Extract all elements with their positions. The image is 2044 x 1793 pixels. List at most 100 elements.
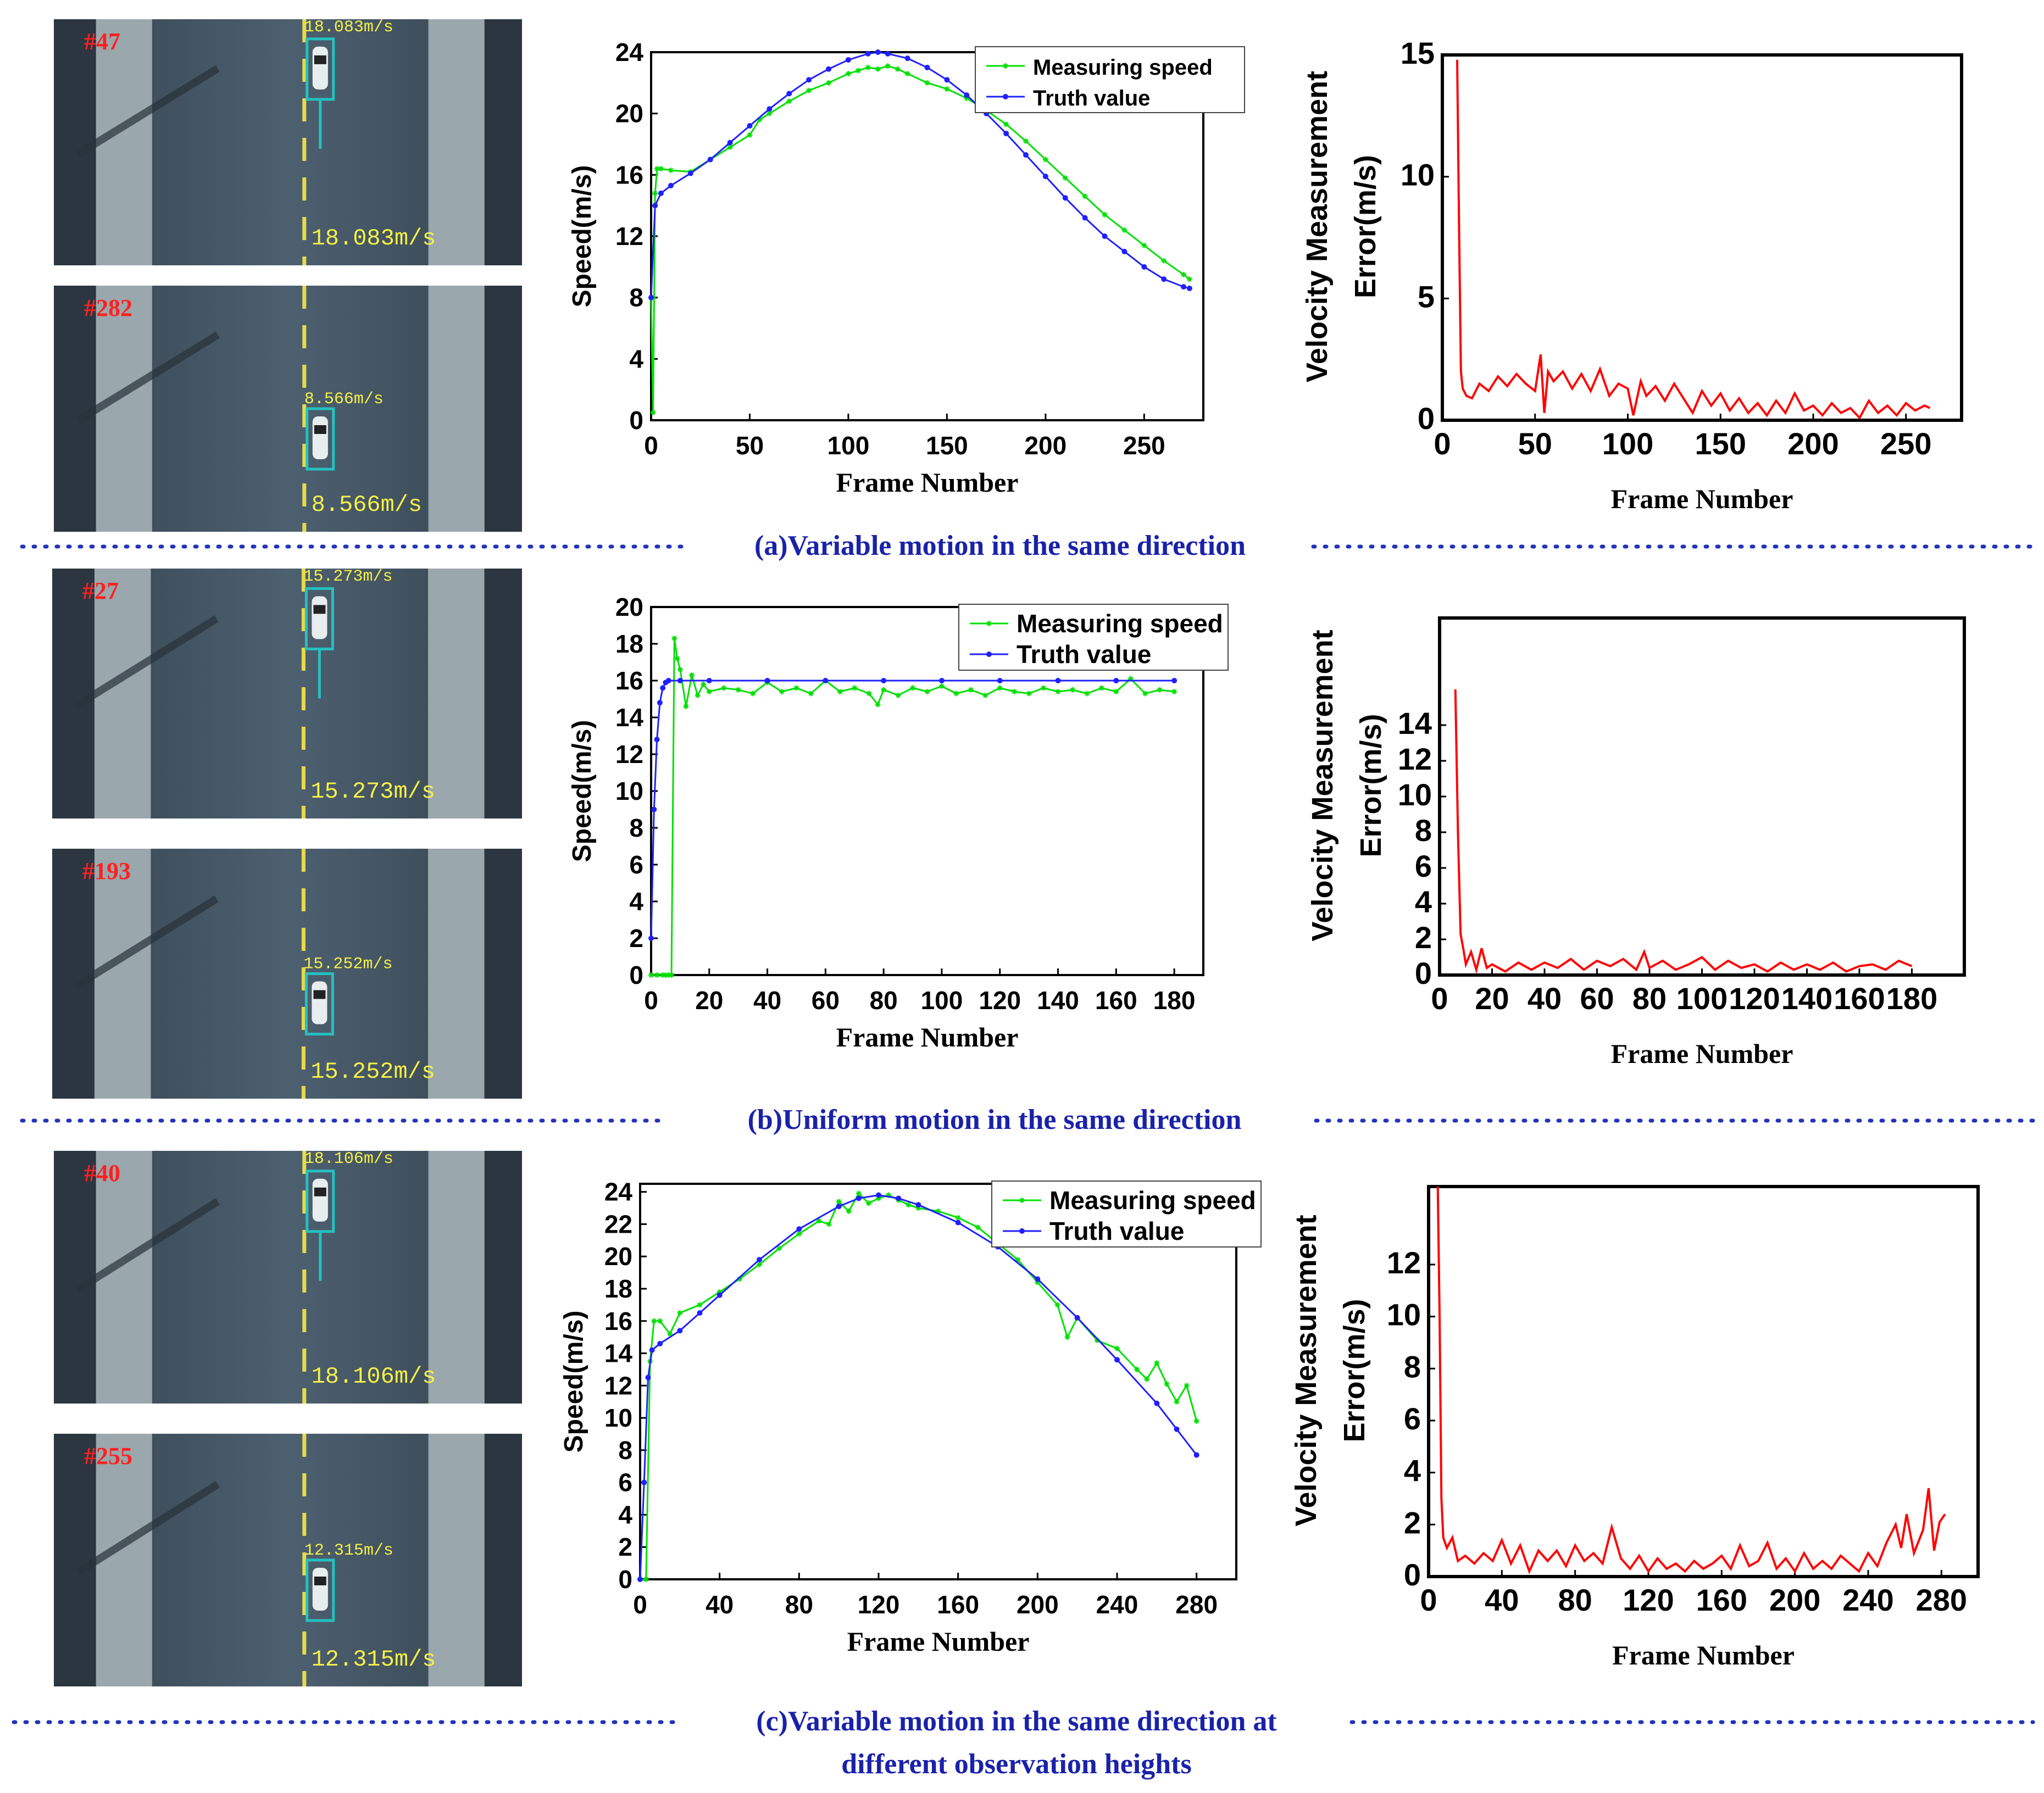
- y-axis-label-line-2: Error(m/s): [1338, 1299, 1371, 1442]
- x-tick-label: 50: [1518, 426, 1552, 461]
- aerial-photo: #193 15.252m/s 15.252m/s: [52, 849, 522, 1099]
- data-point: [671, 635, 677, 641]
- y-tick-label: 10: [1398, 777, 1432, 812]
- x-tick-label: 40: [706, 1590, 734, 1619]
- data-point: [707, 157, 713, 163]
- data-point: [1144, 1376, 1150, 1382]
- left-vegetation: [52, 569, 95, 818]
- speed-readout: 18.083m/s: [312, 225, 436, 252]
- y-axis-label: Speed(m/s): [568, 165, 597, 308]
- data-point: [904, 55, 910, 62]
- data-point: [674, 655, 680, 661]
- y-tick-label: 0: [618, 1565, 632, 1594]
- data-point: [654, 737, 660, 743]
- data-point: [852, 685, 858, 691]
- data-point: [757, 1261, 762, 1267]
- y-tick-label: 2: [1404, 1505, 1421, 1540]
- chart-b-error: 0 20 40 60 80 100 120 140 160 18002468101214Frame…: [1306, 616, 1966, 1069]
- aerial-photo: #282 8.566m/s 8.566m/s: [54, 286, 522, 532]
- data-point: [1193, 1418, 1199, 1424]
- speed-readout: 18.106m/s: [312, 1363, 436, 1390]
- data-point: [1054, 1302, 1060, 1308]
- x-tick-label: 20: [695, 986, 723, 1015]
- x-axis-label: Frame Number: [1611, 1038, 1793, 1069]
- x-tick-label: 60: [812, 986, 840, 1015]
- data-point: [648, 972, 654, 978]
- series-error: [1436, 1186, 1946, 1574]
- x-tick-label: 120: [1623, 1583, 1674, 1617]
- vehicle: [312, 1178, 328, 1222]
- data-point: [786, 98, 792, 104]
- y-axis-label: Speed(m/s): [568, 720, 597, 862]
- left-vegetation: [54, 19, 96, 265]
- data-point: [652, 203, 658, 209]
- data-point: [1121, 248, 1127, 254]
- data-point: [823, 678, 829, 683]
- y-tick-label: 4: [1415, 884, 1432, 919]
- data-point: [1019, 1198, 1025, 1203]
- data-point: [637, 1577, 643, 1582]
- plot-area: [1438, 616, 1966, 977]
- x-tick-label: 140: [1781, 981, 1832, 1016]
- x-tick-label: 160: [937, 1590, 979, 1619]
- row-caption: (c)Variable motion in the same direction…: [756, 1706, 1277, 1780]
- vehicle-windshield: [313, 990, 326, 999]
- data-point: [1082, 193, 1088, 199]
- data-point: [924, 64, 930, 70]
- data-point: [716, 1292, 723, 1298]
- plot-area: [1441, 53, 1963, 422]
- legend-label: Truth value: [1033, 86, 1150, 110]
- y-tick-label: 16: [604, 1307, 632, 1335]
- y-axis-label-line-2: Error(m/s): [1354, 714, 1387, 857]
- aerial-photo: #40 18.106m/s 18.106m/s: [54, 1150, 522, 1404]
- data-point: [665, 678, 671, 683]
- y-tick-label: 6: [1404, 1401, 1421, 1436]
- speed-readout: 15.273m/s: [310, 778, 435, 805]
- x-tick-label: 120: [1729, 981, 1780, 1016]
- left-vegetation: [52, 849, 95, 1099]
- data-point: [747, 123, 753, 129]
- data-point: [875, 66, 881, 72]
- legend-label: Measuring speed: [1049, 1186, 1256, 1215]
- y-tick-label: 10: [615, 777, 643, 805]
- legend-box: [975, 46, 1245, 113]
- y-axis-label: Velocity Measurement Error(m/s): [1301, 71, 1382, 382]
- data-point: [1023, 152, 1029, 158]
- vehicle-bounding-box: [306, 407, 335, 471]
- x-axis-label: Frame Number: [847, 1626, 1030, 1657]
- y-tick-label: 5: [1418, 279, 1435, 314]
- data-point: [658, 190, 664, 196]
- vehicle: [312, 416, 328, 459]
- y-tick-label: 0: [629, 961, 643, 989]
- data-point: [677, 678, 683, 683]
- data-point: [895, 692, 901, 698]
- data-point: [924, 80, 930, 86]
- data-point: [1055, 689, 1061, 695]
- x-tick-label: 80: [785, 1590, 813, 1619]
- data-point: [975, 1224, 981, 1230]
- data-point: [1154, 1400, 1160, 1406]
- y-axis-label-line-1: Velocity Measurement: [1306, 630, 1339, 941]
- data-point: [924, 689, 930, 695]
- aerial-photo: #47 18.083m/s 18.083m/s: [54, 18, 522, 265]
- vehicle-speed-tag: 18.083m/s: [304, 18, 393, 37]
- y-tick-label: 20: [615, 593, 643, 621]
- series-truth-value: [637, 1192, 1199, 1582]
- vehicle-bounding-box: [304, 972, 334, 1035]
- data-point: [881, 678, 887, 683]
- right-sidewalk: [428, 19, 485, 265]
- data-point: [1157, 687, 1163, 693]
- y-tick-label: 6: [618, 1468, 632, 1497]
- x-tick-label: 60: [1580, 981, 1614, 1016]
- data-point: [1161, 276, 1167, 282]
- series-line: [1454, 689, 1913, 974]
- data-point: [906, 1202, 912, 1208]
- data-point: [806, 87, 812, 93]
- x-tick-label: 40: [753, 986, 781, 1015]
- lamp-shadow: [75, 331, 220, 425]
- data-point: [938, 678, 945, 683]
- chart-c-speed: 0 40 80 120 160 200 240 28002468101214161820222…: [559, 1178, 1262, 1657]
- series-measuring-speed: [648, 635, 1177, 978]
- row-caption: (a)Variable motion in the same direction: [754, 530, 1246, 561]
